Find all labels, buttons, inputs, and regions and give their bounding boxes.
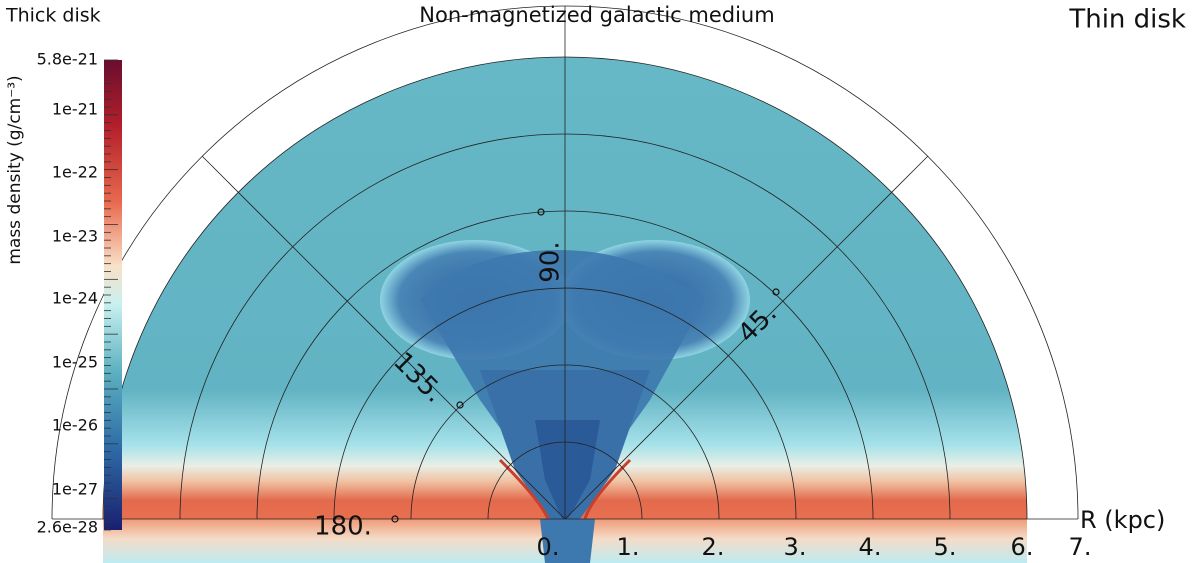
colorbar-label: 1e-23 <box>52 227 98 246</box>
spoke <box>564 155 929 520</box>
angle-label: 180. <box>314 512 372 542</box>
colorbar-label: 1e-26 <box>52 416 98 435</box>
degree-mark <box>391 515 399 523</box>
radial-label: 1. <box>617 533 640 561</box>
colorbar-label: 1e-24 <box>52 289 98 308</box>
radial-label: 4. <box>859 533 882 561</box>
radial-label: 5. <box>934 533 957 561</box>
radial-label: 2. <box>702 533 725 561</box>
colorbar-label: 5.8e-21 <box>37 50 98 69</box>
colorbar-title: mass density (g/cm⁻³) <box>5 75 25 264</box>
right-title: Thin disk <box>1068 5 1186 35</box>
colorbar-label: 1e-25 <box>52 353 98 372</box>
degree-mark <box>456 401 464 409</box>
radial-label: 3. <box>784 533 807 561</box>
degree-mark <box>537 208 545 216</box>
colorbar-label: 1e-27 <box>52 480 98 499</box>
radial-label: 0. <box>537 533 560 561</box>
left-title: Thick disk <box>5 5 101 27</box>
degree-mark <box>772 288 780 296</box>
colorbar-label: 1e-22 <box>52 163 98 182</box>
radial-label: 6. <box>1011 533 1034 561</box>
center-title: Non-magnetized galactic medium <box>419 3 774 27</box>
radial-title: R (kpc) <box>1080 506 1165 534</box>
polar-grid <box>51 5 1079 520</box>
colorbar-label: 2.6e-28 <box>37 518 98 537</box>
angle-label: 90. <box>536 241 566 282</box>
colorbar-ticks <box>104 59 118 531</box>
spoke <box>201 155 566 520</box>
colorbar-label: 1e-21 <box>52 100 98 119</box>
radial-label: 7. <box>1069 533 1092 561</box>
